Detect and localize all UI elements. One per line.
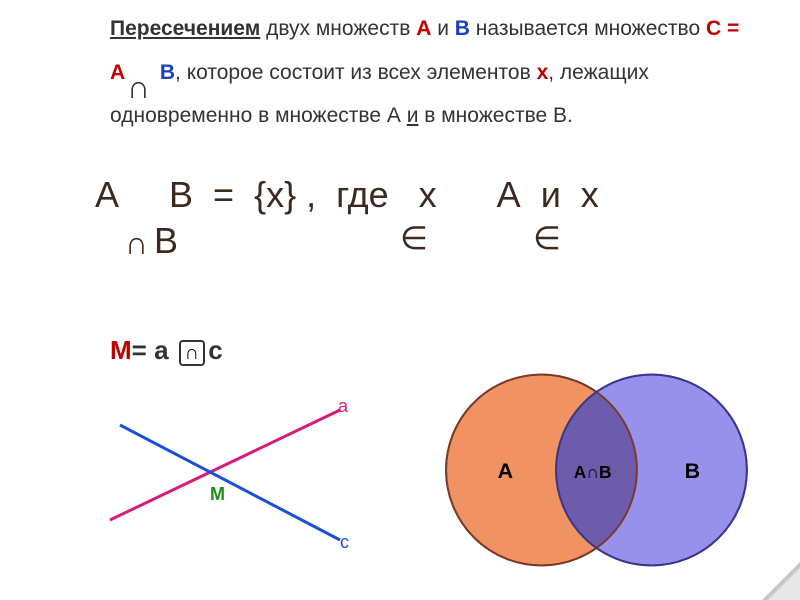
venn-label-A: А [498, 459, 513, 483]
label-a: а [338, 396, 349, 416]
label-c: с [340, 532, 349, 552]
label-M: М [210, 484, 225, 504]
text: в множестве В. [418, 104, 572, 127]
text: двух множеств [260, 17, 416, 40]
cap-boxed: ∩ [179, 340, 205, 366]
formula-text: А В = {х} , где х А и х [95, 174, 599, 215]
text-and: и [407, 104, 419, 127]
term-intersection: Пересечением [110, 17, 260, 40]
page-corner-fold [762, 562, 800, 600]
formula-row2: ∩В ∈ ∈ [95, 216, 775, 266]
eq-text: = а [132, 335, 169, 365]
element-x: х [537, 61, 549, 84]
line-c [120, 425, 340, 540]
venn-diagram: А А∩В В [410, 360, 780, 580]
formula-B: В [154, 220, 178, 261]
set-A: А [416, 17, 431, 40]
set-B: В [455, 17, 470, 40]
in-symbol: ∈ [400, 216, 428, 261]
in-symbol: ∈ [533, 216, 561, 261]
M-label: М [110, 335, 132, 365]
text: , которое состоит из всех элементов [175, 61, 537, 84]
definition-paragraph: Пересечением двух множеств А и В называе… [110, 12, 760, 134]
c-text: с [208, 335, 222, 365]
intersection-symbol: ∩ [127, 61, 150, 114]
venn-label-B: В [685, 459, 700, 483]
text: называется множество [470, 17, 706, 40]
line-a [110, 410, 340, 520]
main-formula: А В = {х} , где х А и х ∩В ∈ ∈ [95, 170, 775, 267]
text: и [431, 17, 454, 40]
equation-M: М= а ∩с [110, 335, 223, 366]
venn-label-AB: А∩В [574, 462, 612, 482]
formula-row1: А В = {х} , где х А и х [95, 170, 775, 220]
cap-symbol: ∩ [125, 221, 148, 266]
lines-diagram: а с М [90, 390, 370, 570]
set-B2: В [160, 61, 175, 84]
